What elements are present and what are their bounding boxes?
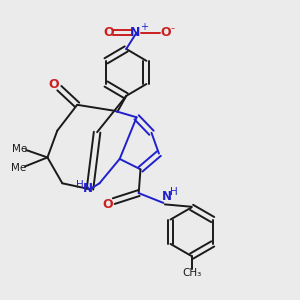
Text: Me: Me bbox=[11, 163, 26, 173]
Text: H: H bbox=[76, 180, 84, 190]
Text: O: O bbox=[48, 78, 59, 91]
Text: O: O bbox=[103, 26, 114, 39]
Text: CH₃: CH₃ bbox=[182, 268, 201, 278]
Text: N: N bbox=[82, 182, 93, 195]
Text: O: O bbox=[160, 26, 171, 39]
Text: +: + bbox=[140, 22, 148, 32]
Text: O: O bbox=[102, 198, 112, 211]
Text: Me: Me bbox=[12, 144, 27, 154]
Text: -: - bbox=[171, 23, 175, 33]
Text: N: N bbox=[162, 190, 172, 203]
Text: H: H bbox=[170, 187, 178, 196]
Text: N: N bbox=[130, 26, 140, 39]
